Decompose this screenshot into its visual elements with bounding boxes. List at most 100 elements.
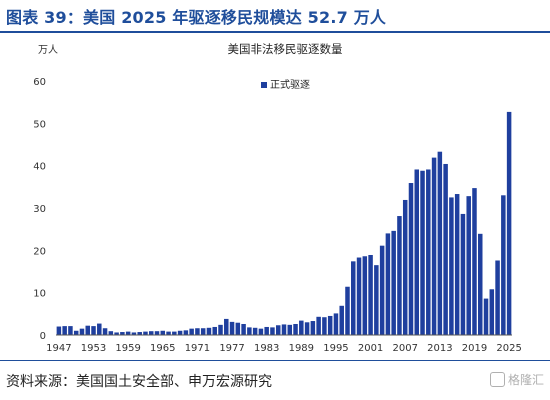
bar-1964 [154,331,160,335]
x-tick-label: 1965 [150,343,175,354]
bar-1990 [304,322,310,335]
bar-1989 [299,320,304,335]
bar-2002 [374,265,379,335]
bar-2010 [420,170,425,335]
bar-1998 [351,261,356,335]
bar-1995 [333,313,339,335]
x-tick-label: 1953 [81,343,106,354]
y-axis-unit-label: 万人 [38,44,58,56]
bar-1953 [91,326,96,335]
bar-1949 [68,326,73,335]
bar-1988 [293,323,298,335]
bar-2000 [362,256,368,335]
bar-1994 [327,315,333,335]
bar-2016 [454,194,460,335]
bar-1982 [258,328,264,335]
bar-1997 [345,286,350,335]
bar-1983 [264,326,269,335]
bar-2018 [466,196,471,335]
y-tick-label: 50 [33,119,46,130]
source-note: 资料来源：美国国土安全部、申万宏源研究 [6,374,272,390]
bar-1952 [85,325,90,335]
y-tick-label: 40 [33,162,46,173]
bar-1954 [97,323,102,335]
bar-1975 [218,324,223,335]
bar-1966 [166,331,171,335]
watermark-text: 格隆汇 [507,373,544,387]
chart-title: 美国非法移民驱逐数量 [228,42,343,56]
y-tick-label: 0 [40,331,46,342]
bar-2005 [391,230,396,335]
bar-1947 [56,326,62,335]
bar-1959 [125,331,131,335]
bar-1955 [102,328,108,335]
bars-group [56,111,512,336]
bar-1965 [160,330,166,335]
bar-1971 [195,328,200,335]
bar-1948 [62,326,67,335]
y-tick-label: 20 [33,246,46,257]
figure-title: 图表 39：美国 2025 年驱逐移民规模达 52.7 万人 [6,8,387,27]
y-axis-ticks: 0 10 20 30 40 50 60 [33,77,46,342]
x-tick-label: 2019 [462,343,487,354]
x-tick-label: 1977 [219,343,244,354]
bar-2021 [483,298,489,335]
bar-2003 [379,245,385,335]
bar-1976 [224,318,229,335]
bar-1984 [270,327,275,335]
bar-1968 [177,330,183,335]
bar-1978 [235,322,241,335]
legend-swatch [261,82,267,88]
bar-2022 [489,289,495,335]
x-tick-label: 1959 [115,343,140,354]
x-tick-label: 2013 [427,343,452,354]
x-tick-label: 1983 [254,343,279,354]
y-tick-label: 30 [33,204,46,215]
bar-1969 [183,330,189,335]
bar-2023 [495,260,500,335]
legend-label: 正式驱逐 [270,78,310,91]
bar-1977 [229,321,235,335]
bar-1979 [241,323,246,335]
bar-2019 [472,188,477,335]
bar-1950 [73,330,79,335]
bar-2007 [402,199,408,335]
bar-1986 [281,324,287,335]
bar-2024 [501,195,506,335]
bar-1980 [247,327,252,335]
x-tick-label: 2001 [358,343,383,354]
bar-2006 [397,216,402,335]
bar-1970 [189,328,194,335]
bar-1973 [206,327,212,335]
bar-1956 [108,331,114,335]
x-axis-ticks: 1947 1953 1959 1965 1971 1977 1983 1989 1995 2001… [46,343,522,354]
bar-2001 [368,254,373,335]
bar-2011 [426,169,431,335]
watermark-logo-icon [489,372,505,387]
bar-1958 [120,332,125,335]
y-tick-label: 10 [33,289,46,300]
bar-1999 [356,257,362,335]
bar-2014 [443,163,448,335]
x-tick-label: 2007 [392,343,417,354]
bar-2025 [506,111,512,336]
x-tick-label: 1971 [185,343,210,354]
title-divider [0,31,550,33]
deportation-bar-chart: 美国非法移民驱逐数量 万人 正式驱逐 0 10 20 30 40 50 60 1947 195… [33,42,522,354]
footer-divider [0,360,550,361]
bar-1996 [339,305,344,335]
bar-2008 [408,183,414,335]
x-tick-label: 1989 [289,343,314,354]
x-tick-label: 1995 [323,343,348,354]
legend: 正式驱逐 [261,78,310,91]
bar-1961 [137,332,142,335]
bar-2009 [414,169,420,335]
x-tick-label: 1947 [46,343,71,354]
bar-1967 [172,331,177,335]
bar-1985 [275,325,281,335]
bar-1957 [114,332,119,335]
watermark: 格隆汇 [489,371,544,388]
bar-1963 [148,331,154,335]
bar-2020 [478,233,483,335]
x-tick-label: 2025 [496,343,521,354]
